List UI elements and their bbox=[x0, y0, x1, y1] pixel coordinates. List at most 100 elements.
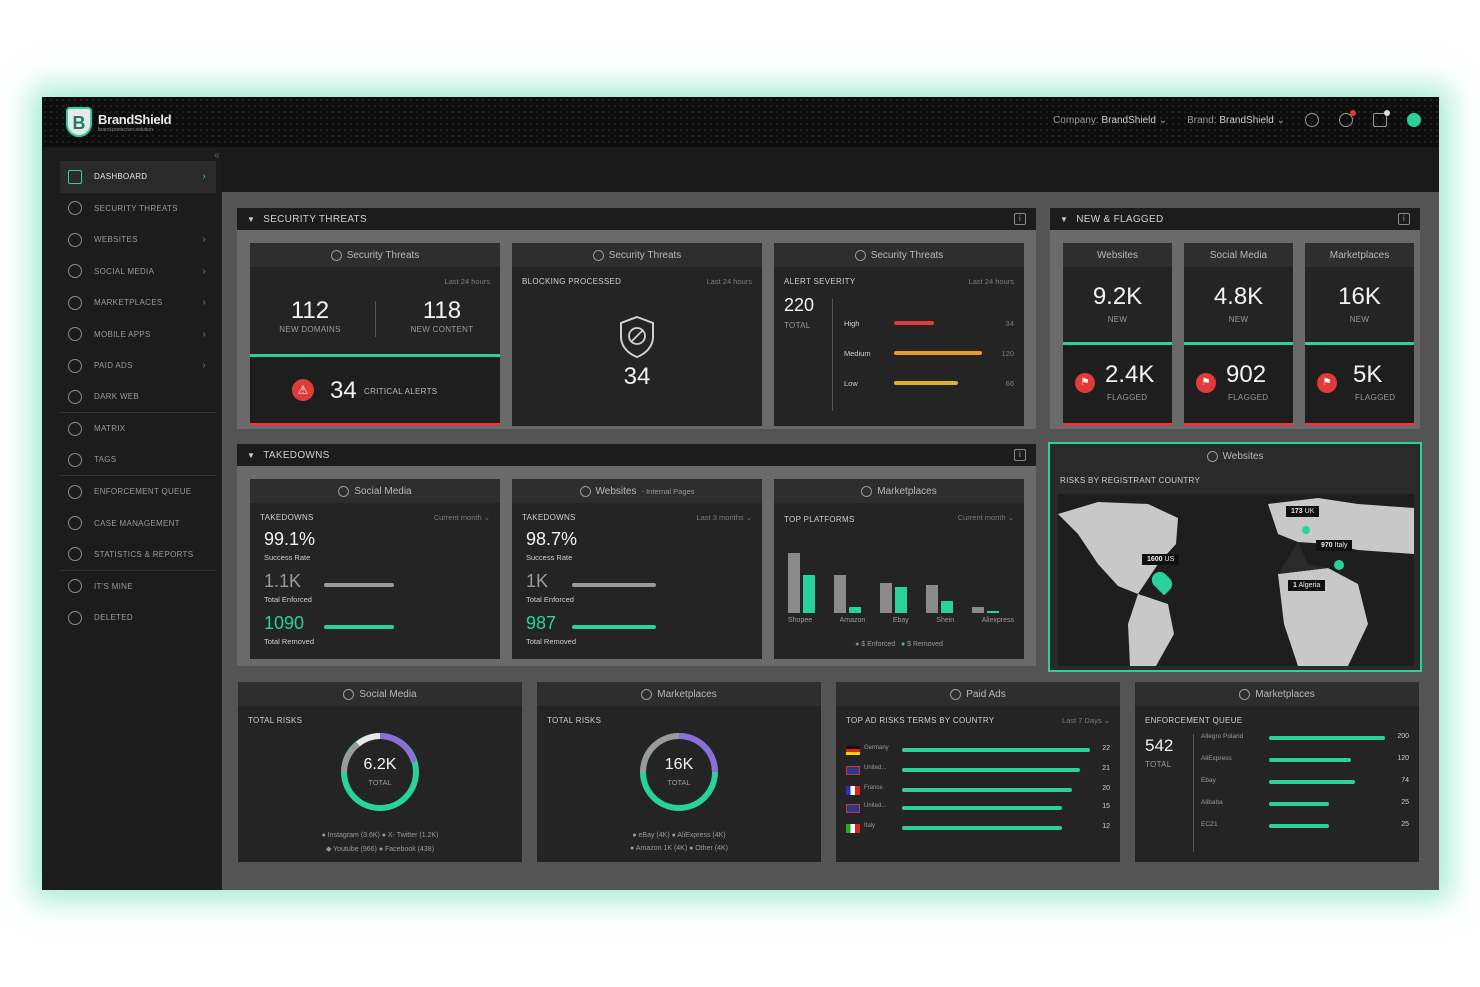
sidebar-item-label: CASE MANAGEMENT bbox=[94, 518, 180, 528]
pin-value: 173 bbox=[1291, 508, 1303, 515]
sidebar-item-social-media[interactable]: SOCIAL MEDIA › bbox=[60, 256, 216, 288]
cart-icon[interactable] bbox=[1373, 110, 1390, 127]
store-icon bbox=[68, 295, 82, 310]
card-title: Websites bbox=[595, 485, 637, 497]
period-select[interactable]: Current month ⌄ bbox=[433, 513, 490, 522]
card-header: Security Threats bbox=[774, 243, 1024, 267]
new-flagged-header[interactable]: ▼ NEW & FLAGGED i bbox=[1050, 208, 1420, 230]
info-icon[interactable]: i bbox=[1014, 213, 1026, 225]
sidebar-item-security-threats[interactable]: SECURITY THREATS bbox=[60, 193, 216, 225]
sidebar: « DASHBOARD › SECURITY THREATS WEBSITES › … bbox=[42, 147, 222, 890]
platform-label: Shopee bbox=[788, 617, 813, 624]
period-label: Last 24 hours bbox=[968, 277, 1014, 286]
social-icon bbox=[343, 688, 355, 700]
company-value: BrandShield bbox=[1101, 114, 1156, 126]
north-america-shape bbox=[1058, 502, 1178, 594]
queue-platform-label: AliExpress bbox=[1201, 755, 1232, 762]
chevron-down-icon: ⌄ bbox=[1158, 114, 1168, 126]
sidebar-item-deleted[interactable]: DELETED bbox=[60, 602, 216, 634]
app-window: B BrandShield brand protection solution … bbox=[42, 97, 1439, 890]
marketplaces-donut-chart[interactable] bbox=[637, 730, 721, 814]
sidebar-item-marketplaces[interactable]: MARKETPLACES › bbox=[60, 287, 216, 319]
ad-risk-bar bbox=[902, 768, 1080, 772]
flagged-card-websites[interactable]: Websites 9.2K NEW ⚑ 2.4K FLAGGED bbox=[1063, 243, 1172, 426]
queue-value: 120 bbox=[1397, 755, 1409, 762]
info-icon[interactable]: i bbox=[1014, 449, 1026, 461]
social-legend-2: ◆ Youtube (966) ● Facebook (438) bbox=[325, 846, 435, 853]
platform-removed-bar bbox=[803, 575, 815, 613]
card-title: Websites bbox=[1222, 450, 1264, 462]
social-total-risks-card: Social Media TOTAL RISKS 6.2K TOTAL ● In… bbox=[238, 682, 522, 862]
flagged-value: 2.4K bbox=[1105, 361, 1155, 388]
flagged-card-marketplaces[interactable]: Marketplaces 16K NEW ⚑ 5K FLAGGED bbox=[1305, 243, 1414, 426]
pin-value: 970 bbox=[1321, 542, 1333, 549]
store-icon bbox=[861, 485, 873, 497]
critical-alerts-panel[interactable]: ⚠ 34 CRITICAL ALERTS bbox=[250, 357, 500, 426]
period-value: Current month bbox=[957, 513, 1006, 522]
period-select[interactable]: Last 7 Days ⌄ bbox=[1062, 716, 1110, 725]
flag-icon: ⚑ bbox=[1075, 373, 1095, 393]
platform-enforced-bar bbox=[834, 575, 846, 613]
sidebar-item-its-mine[interactable]: IT'S MINE bbox=[60, 571, 216, 603]
collapse-icon[interactable]: « bbox=[214, 150, 220, 161]
period-select[interactable]: Current month ⌄ bbox=[957, 513, 1014, 522]
brand-logo[interactable]: B BrandShield brand protection solution bbox=[66, 107, 172, 137]
new-value: 9.2K bbox=[1092, 283, 1143, 310]
takedowns-label: TAKEDOWNS bbox=[522, 513, 576, 522]
queue-value: 74 bbox=[1401, 777, 1409, 784]
sidebar-item-label: WEBSITES bbox=[94, 235, 138, 245]
card-subtitle: - Internal Pages bbox=[641, 486, 695, 496]
pin-country: UK bbox=[1304, 508, 1315, 515]
flagged-card-social-media[interactable]: Social Media 4.8K NEW ⚑ 902 FLAGGED bbox=[1184, 243, 1293, 426]
card-title: Marketplaces bbox=[877, 485, 937, 497]
flagged-label: FLAGGED bbox=[1228, 393, 1269, 402]
card-title: Social Media bbox=[359, 688, 417, 700]
bell-icon[interactable] bbox=[1339, 110, 1356, 127]
world-map[interactable] bbox=[1058, 494, 1414, 666]
shield-icon bbox=[68, 201, 82, 216]
social-donut-chart[interactable] bbox=[338, 730, 422, 814]
risks-by-country-label: RISKS BY REGISTRANT COUNTRY bbox=[1060, 476, 1201, 485]
security-threats-header[interactable]: ▼ SECURITY THREATS i bbox=[237, 208, 1036, 230]
blocking-processed-label: BLOCKING PROCESSED bbox=[522, 277, 622, 286]
sidebar-item-paid-ads[interactable]: PAID ADS › bbox=[60, 350, 216, 382]
platform-enforced-bar bbox=[880, 583, 892, 613]
takedowns-label: TAKEDOWNS bbox=[260, 513, 314, 522]
queue-icon bbox=[68, 484, 82, 499]
sidebar-item-matrix[interactable]: MATRIX bbox=[60, 413, 216, 445]
chevron-down-icon: ⌄ bbox=[1276, 114, 1285, 126]
sidebar-item-mobile-apps[interactable]: MOBILE APPS › bbox=[60, 319, 216, 351]
takedowns-header[interactable]: ▼ TAKEDOWNS i bbox=[237, 444, 1036, 466]
new-label: NEW bbox=[1349, 315, 1370, 324]
uk-map-pin-icon[interactable] bbox=[1302, 526, 1310, 534]
sidebar-item-case-management[interactable]: CASE MANAGEMENT bbox=[60, 508, 216, 540]
success-rate-label: Success Rate bbox=[264, 553, 311, 562]
severity-high-value: 34 bbox=[1005, 319, 1014, 328]
sidebar-item-dark-web[interactable]: DARK WEB bbox=[60, 382, 216, 413]
brand-select[interactable]: Brand: BrandShield ⌄ bbox=[1187, 115, 1285, 126]
marketplaces-total-value: 16K bbox=[664, 756, 694, 773]
info-icon[interactable]: i bbox=[1398, 213, 1410, 225]
total-removed-value: 1090 bbox=[264, 613, 305, 633]
sidebar-item-label: MARKETPLACES bbox=[94, 298, 163, 308]
sidebar-item-dashboard[interactable]: DASHBOARD › bbox=[60, 161, 216, 193]
sidebar-item-websites[interactable]: WEBSITES › bbox=[60, 224, 216, 256]
queue-platform-label: Alibaba bbox=[1201, 799, 1223, 806]
user-avatar-icon[interactable] bbox=[1407, 113, 1421, 127]
italy-map-pin-icon[interactable] bbox=[1334, 560, 1344, 570]
sidebar-item-tags[interactable]: TAGS bbox=[60, 445, 216, 476]
company-select[interactable]: Company: BrandShield ⌄ bbox=[1053, 115, 1167, 126]
refresh-icon[interactable] bbox=[1305, 113, 1319, 127]
platform-label: Aliexpress bbox=[981, 617, 1014, 624]
period-select[interactable]: Last 3 months ⌄ bbox=[696, 513, 752, 522]
sidebar-item-enforcement-queue[interactable]: ENFORCEMENT QUEUE bbox=[60, 476, 216, 508]
sidebar-item-label: MATRIX bbox=[94, 424, 126, 434]
shield-icon bbox=[330, 249, 342, 261]
sidebar-item-statistics-reports[interactable]: STATISTICS & REPORTS bbox=[60, 539, 216, 571]
africa-shape bbox=[1278, 568, 1368, 666]
ad-risk-value: 12 bbox=[1102, 823, 1110, 830]
chevron-right-icon: › bbox=[202, 328, 206, 340]
queue-platform-label: Allegro Poland bbox=[1201, 733, 1244, 740]
queue-bar bbox=[1269, 780, 1355, 784]
country-label: France bbox=[864, 785, 883, 791]
